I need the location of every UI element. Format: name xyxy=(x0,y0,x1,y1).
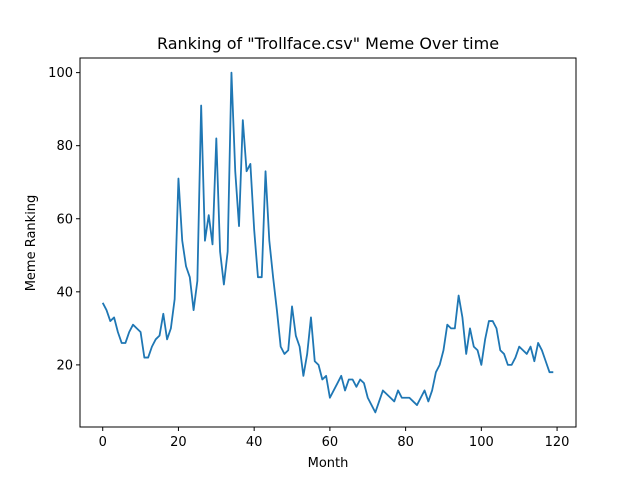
x-tick-label: 0 xyxy=(99,435,107,450)
x-tick-label: 100 xyxy=(469,435,494,450)
chart-title: Ranking of "Trollface.csv" Meme Over tim… xyxy=(157,34,499,53)
x-tick-label: 120 xyxy=(545,435,570,450)
y-tick-label: 40 xyxy=(56,285,73,300)
y-tick-label: 20 xyxy=(56,358,73,373)
x-axis: 0 20 40 60 80 100 120 xyxy=(99,427,570,450)
y-axis-title: Meme Ranking xyxy=(24,195,39,292)
x-tick-label: 40 xyxy=(246,435,263,450)
plot-frame xyxy=(79,57,577,428)
y-tick-label: 80 xyxy=(56,139,73,154)
y-axis: 20 40 60 80 100 xyxy=(48,66,80,373)
x-tick-label: 60 xyxy=(322,435,339,450)
series-line xyxy=(101,71,554,414)
x-tick-label: 80 xyxy=(397,435,414,450)
y-tick-label: 100 xyxy=(48,66,73,81)
x-tick-label: 20 xyxy=(170,435,187,450)
x-axis-title: Month xyxy=(308,456,349,471)
y-tick-label: 60 xyxy=(56,212,73,227)
plot-area xyxy=(79,57,577,428)
